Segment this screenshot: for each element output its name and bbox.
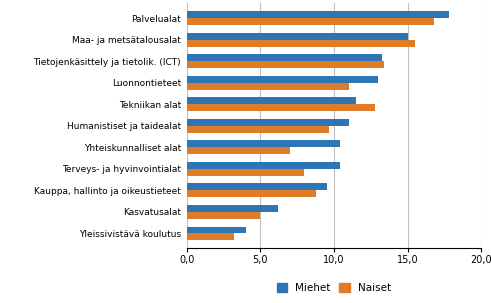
Bar — [187, 40, 415, 47]
Bar — [187, 11, 449, 18]
Bar — [187, 227, 246, 233]
Bar — [187, 205, 278, 212]
Bar — [187, 54, 382, 61]
Bar — [187, 119, 349, 126]
Bar — [187, 162, 340, 169]
Bar — [187, 140, 340, 147]
Bar — [187, 33, 408, 40]
Bar — [187, 183, 327, 190]
Legend: Miehet, Naiset: Miehet, Naiset — [273, 279, 395, 297]
Bar — [187, 190, 316, 197]
Bar — [187, 76, 378, 83]
Bar — [187, 97, 356, 104]
Bar — [187, 212, 260, 219]
Bar — [187, 104, 375, 111]
Bar — [187, 169, 304, 176]
Bar — [187, 147, 290, 154]
Bar — [187, 61, 384, 68]
Bar — [187, 126, 329, 133]
Bar — [187, 233, 234, 240]
Bar — [187, 18, 434, 25]
Bar — [187, 83, 349, 90]
